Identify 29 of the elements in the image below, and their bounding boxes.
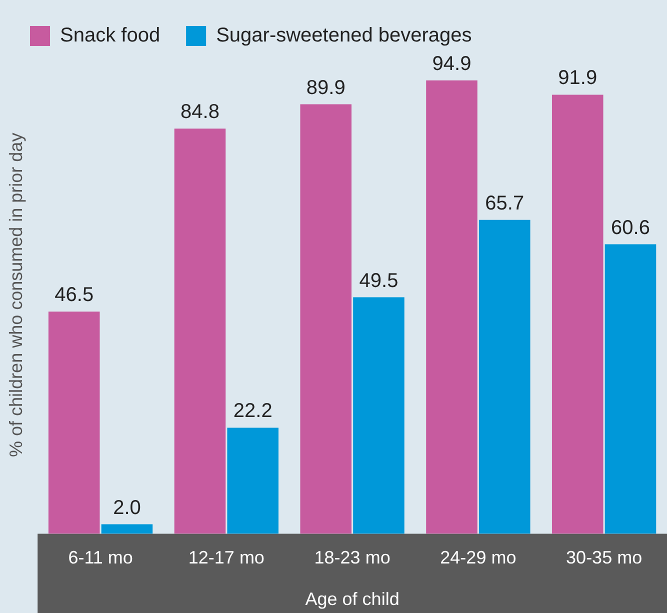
legend-label: Sugar-sweetened beverages [216,24,472,47]
data-label: 89.9 [306,76,346,99]
data-label: 91.9 [558,67,598,90]
data-label: 84.8 [180,101,220,124]
bar [353,297,404,534]
data-label: 60.6 [611,216,650,239]
bar [174,128,226,534]
data-label: 46.5 [54,284,94,306]
data-label: 2.0 [113,496,141,519]
bar [48,312,100,534]
bar [300,104,352,534]
data-label: 49.5 [359,270,398,292]
bar [101,524,153,534]
bar [552,94,604,534]
x-axis-title: Age of child [305,589,400,610]
bar [227,428,278,534]
y-axis-title: % of children who consumed in prior day [6,132,26,457]
bar [478,220,530,534]
x-tick-label: 30-35 mo [566,548,642,568]
x-tick-label: 6-11 mo [68,548,133,568]
data-label: 94.9 [432,52,472,75]
x-tick-label: 24-29 mo [440,548,516,568]
bar [426,80,478,534]
x-tick-label: 12-17 mo [188,548,264,568]
legend-label: Snack food [60,24,160,47]
data-label: 22.2 [233,400,272,422]
bar [604,244,656,534]
x-tick-label: 18-23 mo [314,548,390,568]
data-label: 65.7 [485,192,524,214]
